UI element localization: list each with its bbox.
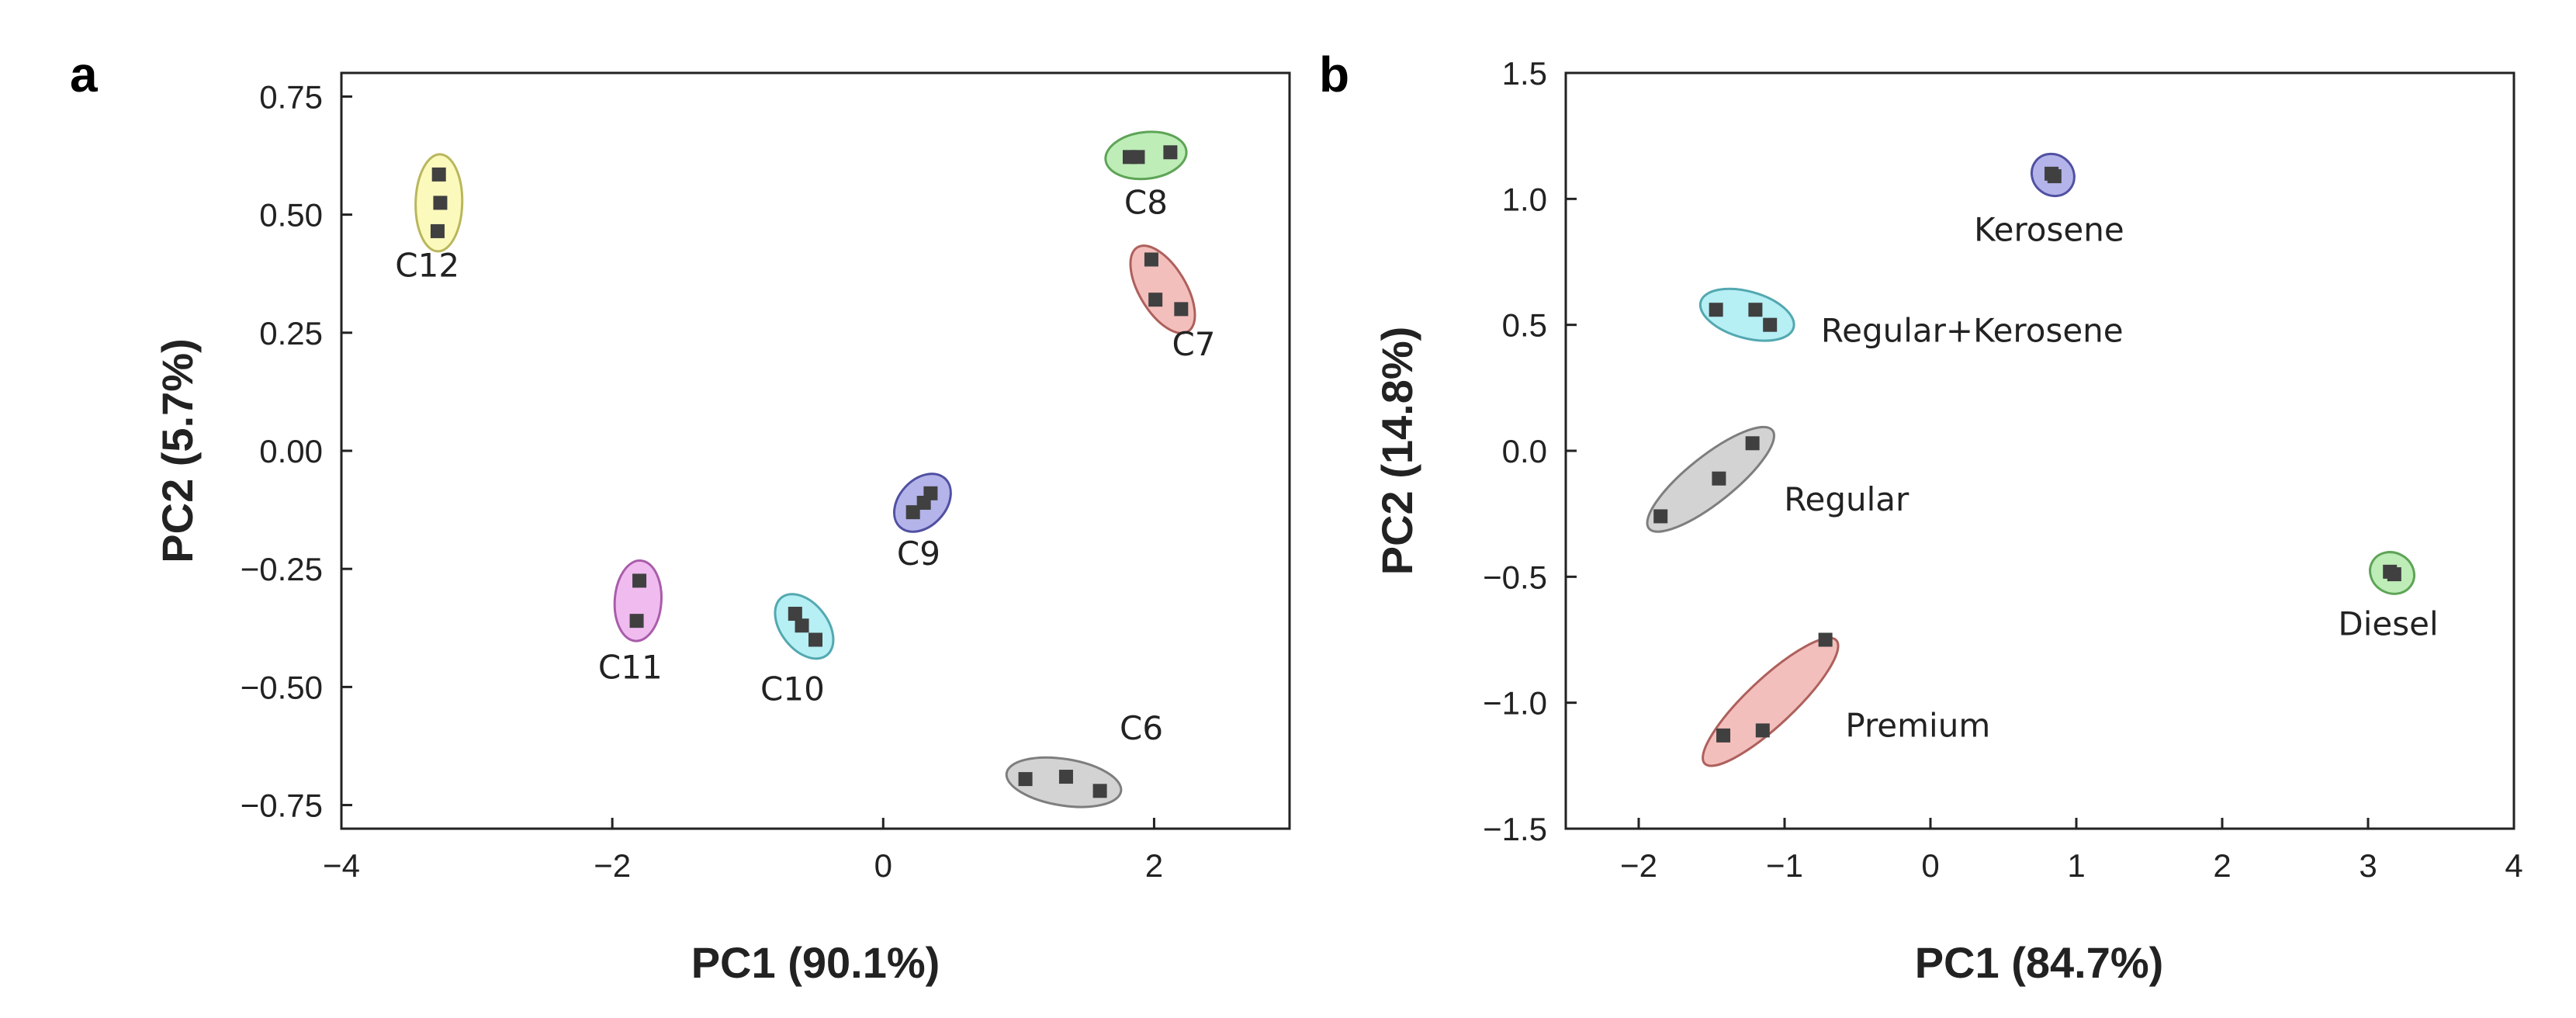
- panel-b-y-axis-title: PC2 (14.8%): [1373, 327, 1421, 576]
- panel-a-group-label-c7: C7: [1172, 325, 1215, 363]
- panel-a-point-c6: [1058, 770, 1073, 784]
- panel-a-group-label-c10: C10: [760, 670, 825, 708]
- panel-b-group-label-premium: Premium: [1845, 707, 1990, 745]
- panel-a-point-c7: [1144, 252, 1158, 267]
- panel-a-group-label-c6: C6: [1120, 709, 1163, 747]
- panel-a-point-c10: [808, 632, 822, 647]
- panel-b-group-label-kerosene: Kerosene: [1974, 210, 2124, 248]
- panel-a-y-tick-label: −0.25: [241, 551, 323, 587]
- panel-b-y-tick-label: 0.0: [1502, 433, 1547, 469]
- panel-b-point-premium: [1755, 723, 1770, 738]
- panel-b-point-diesel: [2387, 567, 2401, 582]
- panel-a-y-tick-label: 0.75: [259, 78, 323, 115]
- panel-a-letter: a: [70, 47, 98, 102]
- panel-b-plot-frame: [1564, 71, 2515, 830]
- panel-b-point-regular: [1653, 509, 1668, 524]
- panel-b-y-tick-label: 1.5: [1502, 55, 1547, 92]
- panel-a-x-axis-title: PC1 (90.1%): [691, 938, 940, 987]
- panel-a-point-c12: [431, 167, 446, 182]
- panel-b-ellipse-premium: [1702, 636, 1840, 767]
- panel-b-group-label-regular: Regular: [1784, 480, 1909, 518]
- panel-b-y-tick-label: −1.0: [1483, 685, 1547, 722]
- panel-a-point-c8: [1163, 145, 1178, 160]
- panel-b-point-regular-kerosene: [1709, 303, 1723, 317]
- panel-a-x-tick-label: −4: [323, 847, 360, 884]
- panel-b-x-tick-label: 1: [2067, 847, 2085, 884]
- panel-a-point-c7: [1174, 302, 1189, 317]
- panel-b: b −2 −1 0 1 2 3 4 1.5 1.0 0.5 0.0 −0.5 −1.0 −1.5 Kero…: [1319, 47, 2523, 987]
- panel-b-x-tick-label: 3: [2359, 847, 2377, 884]
- panel-b-x-tick-label: 2: [2213, 847, 2231, 884]
- panel-b-point-premium: [1716, 728, 1731, 743]
- panel-a-point-c8: [1130, 150, 1145, 164]
- panel-a-y-tick-label: −0.75: [241, 788, 323, 824]
- panel-b-x-tick-label: −2: [1620, 847, 1657, 884]
- panel-b-point-kerosene: [2047, 169, 2062, 184]
- panel-b-point-regular-kerosene: [1763, 317, 1778, 332]
- panel-a-group-label-c9: C9: [897, 535, 940, 573]
- panel-a-ellipse-c8: [1104, 130, 1188, 181]
- panel-a-point-c11: [629, 614, 644, 628]
- panel-b-group-label-diesel: Diesel: [2338, 604, 2438, 642]
- panel-a-ellipse-c11: [613, 559, 663, 642]
- panel-b-letter: b: [1319, 47, 1349, 102]
- panel-b-point-regular: [1712, 471, 1726, 486]
- panel-a-point-c7: [1148, 293, 1163, 307]
- panel-a-point-c6: [1018, 772, 1033, 787]
- panel-a-point-c11: [632, 573, 647, 588]
- panel-b-ellipse-regular: [1646, 425, 1775, 533]
- panel-a-y-tick-label: 0.00: [259, 433, 323, 469]
- panel-a-y-tick-label: 0.50: [259, 197, 323, 234]
- panel-b-x-tick-label: 0: [1921, 847, 1939, 884]
- panel-b-x-axis-title: PC1 (84.7%): [1915, 938, 2164, 987]
- panel-b-y-tick-label: −0.5: [1483, 559, 1547, 595]
- panel-b-y-tick-label: 0.5: [1502, 307, 1547, 344]
- panel-b-point-premium: [1818, 632, 1833, 647]
- panel-a-point-c9: [905, 505, 920, 520]
- panel-b-y-tick-label: −1.5: [1483, 811, 1547, 847]
- panel-a-point-c12: [433, 196, 448, 210]
- panel-a: a −4 −2 0 20.750.500.250.00−0.25−0.50−0.75 …: [70, 47, 1291, 987]
- panel-a-group-label-c8: C8: [1124, 183, 1168, 221]
- panel-a-x-tick-label: −2: [594, 847, 631, 884]
- panel-b-x-tick-label: 4: [2505, 847, 2522, 884]
- panel-a-point-c10: [795, 618, 809, 633]
- panel-a-x-tick-label: 0: [874, 847, 892, 884]
- panel-a-plot-frame: [340, 71, 1291, 830]
- panel-b-group-label-regular-kerosene: Regular+Kerosene: [1821, 312, 2124, 350]
- panel-a-y-tick-label: 0.25: [259, 315, 323, 351]
- panel-a-point-c9: [916, 495, 931, 510]
- panel-b-y-tick-label: 1.0: [1502, 181, 1547, 217]
- panel-b-x-tick-label: −1: [1766, 847, 1803, 884]
- panel-a-point-c6: [1092, 784, 1107, 798]
- panel-a-y-tick-label: −0.50: [241, 669, 323, 705]
- panel-a-x-tick-label: 2: [1145, 847, 1163, 884]
- panel-a-point-c12: [430, 223, 445, 238]
- panel-b-point-regular: [1745, 436, 1760, 451]
- panel-a-group-label-c12: C12: [395, 246, 459, 284]
- panel-a-group-label-c11: C11: [598, 648, 663, 686]
- panel-a-y-axis-title: PC2 (5.7%): [153, 338, 202, 563]
- panel-a-point-c10: [788, 607, 802, 622]
- panel-b-point-regular-kerosene: [1748, 303, 1763, 317]
